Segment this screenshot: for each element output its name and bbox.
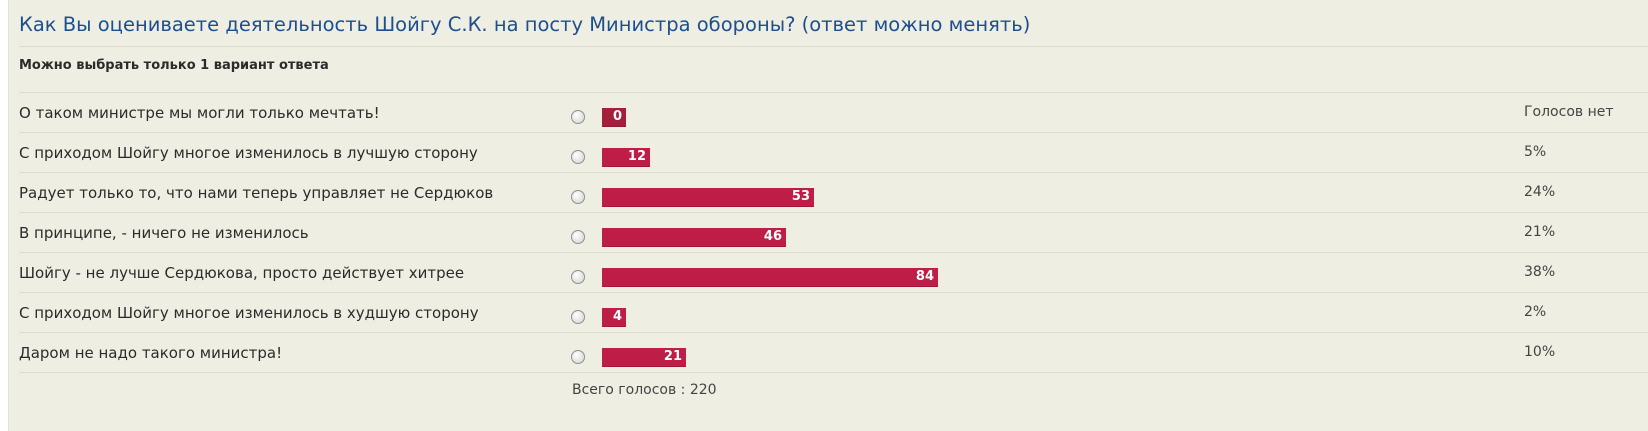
vote-result: Голосов нет [1524, 104, 1614, 120]
vote-bar: 12 [602, 148, 650, 167]
option-radio[interactable] [571, 110, 585, 124]
vote-count: 46 [763, 229, 782, 244]
vote-bar: 21 [602, 348, 686, 367]
total-votes: Всего голосов : 220 [572, 382, 717, 398]
poll-option: В принципе, - ничего не изменилось 46 21… [9, 213, 1648, 255]
vote-result: 2% [1524, 304, 1547, 320]
poll-option: С приходом Шойгу многое изменилось в худ… [9, 293, 1648, 335]
divider [19, 212, 1648, 213]
option-radio[interactable] [571, 310, 585, 324]
option-label: Радует только то, что нами теперь управл… [19, 184, 494, 202]
poll-instruction: Можно выбрать только 1 вариант ответа [19, 58, 329, 73]
vote-result: 24% [1524, 184, 1556, 200]
vote-bar: 0 [602, 108, 626, 127]
vote-result: 38% [1524, 264, 1556, 280]
vote-result: 5% [1524, 144, 1547, 160]
divider [19, 252, 1648, 253]
divider [19, 292, 1648, 293]
option-radio[interactable] [571, 270, 585, 284]
poll-question: Как Вы оцениваете деятельность Шойгу С.К… [19, 13, 1031, 36]
vote-count: 0 [612, 109, 622, 124]
option-radio[interactable] [571, 230, 585, 244]
vote-bar: 4 [602, 308, 626, 327]
vote-count: 12 [627, 149, 646, 164]
vote-bar: 84 [602, 268, 938, 287]
vote-bar: 46 [602, 228, 786, 247]
option-radio[interactable] [571, 350, 585, 364]
poll-option: С приходом Шойгу многое изменилось в луч… [9, 133, 1648, 175]
poll-option: О таком министре мы могли только мечтать… [9, 93, 1648, 135]
option-radio[interactable] [571, 150, 585, 164]
poll-option: Даром не надо такого министра! 21 10% [9, 333, 1648, 375]
poll-panel: Как Вы оцениваете деятельность Шойгу С.К… [8, 0, 1648, 431]
divider [19, 172, 1648, 173]
vote-result: 10% [1524, 344, 1556, 360]
vote-count: 84 [915, 269, 934, 284]
option-label: С приходом Шойгу многое изменилось в луч… [19, 144, 478, 162]
divider [19, 332, 1648, 333]
vote-count: 4 [612, 309, 622, 324]
option-label: С приходом Шойгу многое изменилось в худ… [19, 304, 479, 322]
vote-count: 21 [663, 349, 682, 364]
divider [19, 46, 1648, 47]
vote-count: 53 [791, 189, 810, 204]
poll-option: Шойгу - не лучше Сердюкова, просто дейст… [9, 253, 1648, 295]
vote-bar: 53 [602, 188, 814, 207]
divider [19, 92, 1648, 93]
option-label: Шойгу - не лучше Сердюкова, просто дейст… [19, 264, 465, 282]
option-label: Даром не надо такого министра! [19, 344, 283, 362]
option-radio[interactable] [571, 190, 585, 204]
option-label: О таком министре мы могли только мечтать… [19, 104, 380, 122]
vote-result: 21% [1524, 224, 1556, 240]
divider [19, 372, 1648, 373]
poll-option: Радует только то, что нами теперь управл… [9, 173, 1648, 215]
option-label: В принципе, - ничего не изменилось [19, 224, 309, 242]
divider [19, 132, 1648, 133]
